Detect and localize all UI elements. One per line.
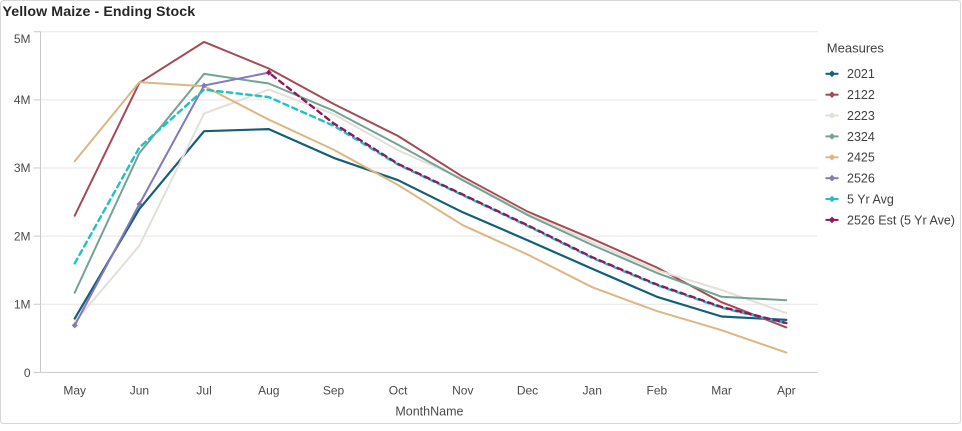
svg-text:2324: 2324 xyxy=(847,130,875,144)
svg-text:May: May xyxy=(63,384,86,398)
svg-text:Measures: Measures xyxy=(827,41,885,56)
svg-text:2425: 2425 xyxy=(847,151,875,165)
svg-text:Oct: Oct xyxy=(389,384,408,398)
svg-text:Yellow Maize - Ending Stock: Yellow Maize - Ending Stock xyxy=(3,4,196,20)
svg-text:Dec: Dec xyxy=(517,384,538,398)
svg-text:Mar: Mar xyxy=(711,384,732,398)
svg-text:Feb: Feb xyxy=(647,384,668,398)
svg-text:Jul: Jul xyxy=(196,384,211,398)
svg-text:Nov: Nov xyxy=(452,384,473,398)
svg-text:2526: 2526 xyxy=(847,172,875,186)
svg-text:5M: 5M xyxy=(14,32,31,46)
svg-text:5 Yr Avg: 5 Yr Avg xyxy=(847,192,894,206)
svg-text:2M: 2M xyxy=(14,229,31,243)
svg-text:0: 0 xyxy=(24,366,31,380)
svg-text:Sep: Sep xyxy=(323,384,345,398)
svg-text:2021: 2021 xyxy=(847,67,875,81)
svg-text:Jun: Jun xyxy=(130,384,149,398)
svg-text:3M: 3M xyxy=(14,161,31,175)
svg-text:Apr: Apr xyxy=(777,384,796,398)
svg-text:1M: 1M xyxy=(14,298,31,312)
svg-text:Aug: Aug xyxy=(258,384,279,398)
svg-text:4M: 4M xyxy=(14,93,31,107)
svg-text:2223: 2223 xyxy=(847,109,875,123)
svg-text:MonthName: MonthName xyxy=(395,404,463,418)
svg-text:2122: 2122 xyxy=(847,88,875,102)
svg-text:Jan: Jan xyxy=(583,384,602,398)
svg-text:2526 Est (5 Yr Ave): 2526 Est (5 Yr Ave) xyxy=(847,213,955,227)
